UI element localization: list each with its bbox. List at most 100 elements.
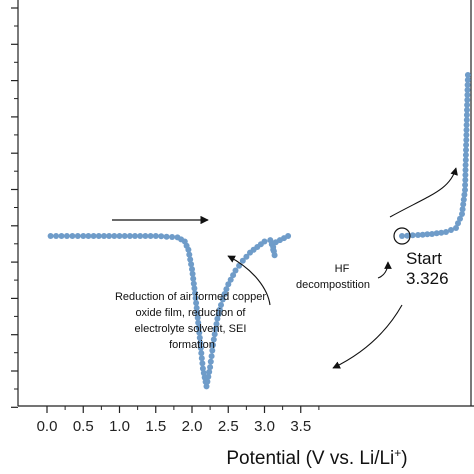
air-film-line-3: electrolyte solvent, SEI: [135, 323, 247, 335]
data-point: [239, 257, 246, 264]
data-point: [187, 256, 194, 263]
data-point-tail: [464, 72, 471, 78]
data-point: [90, 233, 97, 239]
data-point-tail: [462, 157, 469, 163]
x-tick-label: 1.5: [145, 418, 166, 435]
data-point-tail: [464, 92, 471, 98]
data-point: [210, 336, 217, 343]
hf-arrow: [377, 261, 392, 279]
data-point: [209, 347, 216, 354]
data-point: [270, 244, 277, 250]
data-point-tail: [459, 206, 466, 213]
start-marker-circle: [393, 227, 411, 245]
data-point: [199, 360, 206, 367]
data-point: [196, 334, 203, 341]
data-point: [142, 233, 149, 239]
data-point: [132, 233, 138, 239]
x-ticks: 0.0 0.5 1.0 1.5 2.0 2.5 3.0 3.5: [37, 406, 320, 435]
data-point: [201, 374, 208, 381]
return-arrow: [332, 304, 403, 369]
data-point-tail: [462, 177, 469, 183]
data-point-tail: [433, 230, 440, 237]
data-point: [152, 233, 159, 239]
data-point-tail: [462, 182, 469, 188]
data-point: [121, 233, 128, 239]
data-point: [126, 233, 133, 239]
data-points: [47, 72, 471, 390]
x-axis-title-sup: +: [394, 446, 401, 460]
data-point-tail: [462, 172, 469, 178]
data-point: [212, 326, 219, 333]
data-point: [199, 365, 206, 372]
data-point: [214, 315, 221, 322]
data-point: [74, 233, 81, 239]
data-point-tail: [462, 167, 469, 173]
x-tick-label: 0.0: [37, 418, 58, 435]
data-point: [69, 233, 76, 239]
data-point: [203, 383, 210, 390]
data-point: [195, 324, 202, 331]
data-point: [190, 275, 197, 282]
data-point: [196, 329, 203, 336]
data-point: [194, 314, 201, 321]
data-point: [230, 272, 237, 279]
data-point-tail: [399, 233, 405, 239]
data-point: [207, 358, 214, 365]
data-point: [223, 286, 230, 293]
data-point: [207, 364, 214, 371]
data-point: [53, 233, 60, 239]
air-film-line-1: Reduction of air formed copper: [115, 291, 266, 303]
data-point: [193, 305, 200, 311]
data-point: [158, 233, 165, 240]
hf-label-line-1: HF: [335, 263, 350, 275]
data-point: [169, 234, 176, 240]
data-point: [193, 300, 200, 306]
data-point: [267, 237, 274, 244]
data-point: [208, 353, 215, 360]
data-point: [174, 234, 181, 241]
data-point: [232, 267, 239, 274]
x-tick-label: 2.0: [182, 418, 203, 435]
data-point: [58, 233, 65, 239]
data-point-tail: [409, 232, 416, 239]
data-point-tail: [463, 132, 470, 138]
data-point-tail: [460, 196, 467, 203]
data-point: [215, 311, 222, 318]
data-point-tail: [419, 231, 426, 238]
y-ticks: [11, 7, 18, 408]
x-tick-label: 0.5: [73, 418, 94, 435]
data-point: [198, 355, 205, 362]
data-point-tail: [463, 147, 469, 153]
data-point-tail: [461, 191, 468, 198]
data-point-tail: [463, 142, 470, 148]
data-point: [247, 249, 253, 256]
data-point: [243, 253, 250, 260]
data-point: [189, 270, 196, 277]
data-point-tail: [464, 77, 471, 83]
air-film-line-2: oxide film, reduction of: [135, 307, 246, 319]
data-point-tail: [463, 137, 470, 143]
data-point-tail: [460, 201, 467, 208]
data-point-tail: [404, 232, 411, 239]
data-point: [106, 233, 113, 239]
data-point-tail: [459, 211, 465, 217]
data-point: [111, 233, 118, 239]
data-point: [190, 280, 197, 287]
data-point: [163, 233, 170, 240]
x-tick-label: 3.0: [254, 418, 275, 435]
data-point-tail: [455, 220, 461, 227]
data-point: [218, 302, 224, 308]
data-point-tail: [462, 152, 469, 158]
data-point: [197, 339, 204, 346]
data-point: [227, 276, 234, 283]
data-point: [189, 266, 195, 273]
data-point: [216, 306, 223, 313]
x-tick-label: 3.5: [290, 418, 311, 435]
data-point: [225, 281, 232, 288]
data-point: [211, 331, 218, 338]
data-point: [85, 233, 92, 239]
data-point: [95, 233, 102, 239]
data-point-tail: [429, 231, 435, 237]
data-point-tail: [462, 162, 469, 168]
